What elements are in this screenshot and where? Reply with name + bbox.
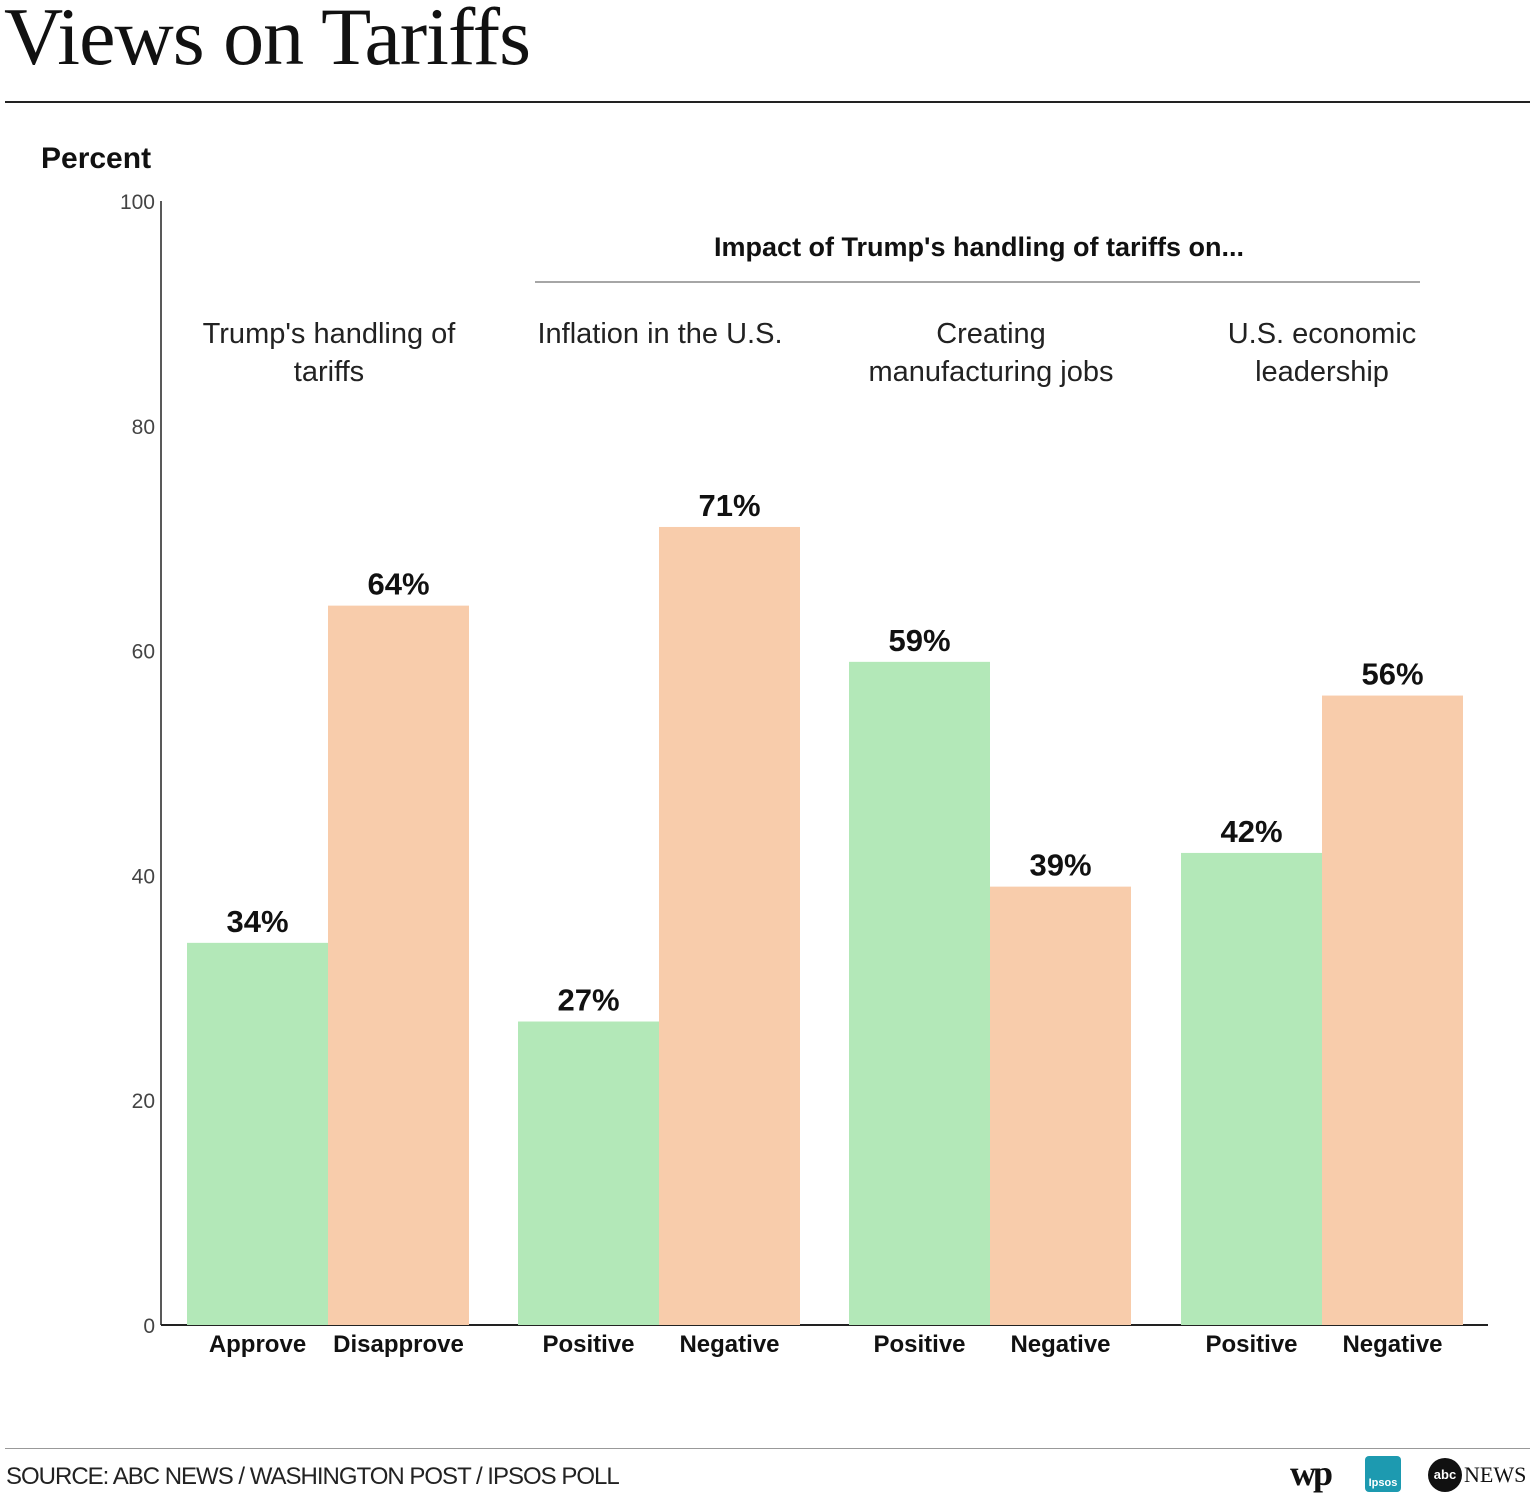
footer-divider — [5, 1448, 1530, 1449]
bar-value-label: 56% — [1361, 657, 1423, 692]
y-tick-label: 80 — [132, 416, 155, 439]
super-header-label: Impact of Trump's handling of tariffs on… — [714, 232, 1244, 262]
y-tick-label: 40 — [132, 865, 155, 888]
group-title: U.S. economic — [1228, 318, 1417, 350]
y-tick-label: 100 — [120, 191, 155, 214]
bar-positive — [849, 661, 990, 1325]
bar-value-label: 71% — [698, 488, 760, 523]
bar-value-label: 34% — [226, 904, 288, 939]
bar-value-label: 59% — [888, 623, 950, 658]
bar-negative — [328, 605, 469, 1325]
x-tick-label: Positive — [542, 1331, 634, 1358]
bar-value-label: 42% — [1220, 814, 1282, 849]
bar-value-label: 64% — [367, 567, 429, 602]
x-tick-label: Approve — [209, 1331, 306, 1358]
x-tick-label: Negative — [1010, 1331, 1110, 1358]
y-tick-label: 20 — [132, 1090, 155, 1113]
ipsos-logo: Ipsos — [1365, 1456, 1401, 1492]
y-tick-label: 60 — [132, 641, 155, 664]
abc-logo-mark: abc — [1428, 1458, 1462, 1492]
bar-chart: 0 20 40 60 80 100 Impact of Trump's handling o… — [120, 191, 1488, 1358]
bar-negative — [1322, 695, 1463, 1325]
abc-news-logo: abc NEWS — [1428, 1458, 1526, 1492]
x-tick-label: Positive — [1205, 1331, 1297, 1358]
chart-title: Views on Tariffs — [4, 0, 531, 82]
bar-positive — [518, 1021, 659, 1325]
bar-positive — [187, 942, 328, 1325]
group-title: manufacturing jobs — [868, 356, 1113, 388]
washington-post-logo: wp — [1290, 1453, 1333, 1493]
group-title: leadership — [1255, 356, 1389, 388]
x-tick-label: Negative — [679, 1331, 779, 1358]
title-divider — [5, 101, 1530, 103]
group-title: tariffs — [294, 356, 364, 388]
group-title: Trump's handling of — [203, 318, 457, 350]
source-note: SOURCE: ABC NEWS / WASHINGTON POST / IPS… — [6, 1463, 620, 1490]
abc-logo-text: NEWS — [1464, 1462, 1527, 1487]
group-title: Creating — [936, 318, 1046, 350]
bar-negative — [990, 886, 1131, 1325]
y-tick-label: 0 — [143, 1315, 155, 1338]
x-tick-label: Disapprove — [333, 1331, 464, 1358]
y-axis-label: Percent — [41, 142, 152, 175]
bar-value-label: 27% — [557, 983, 619, 1018]
bar-positive — [1181, 852, 1322, 1325]
x-tick-label: Negative — [1342, 1331, 1442, 1358]
bar-value-label: 39% — [1029, 848, 1091, 883]
bar-negative — [659, 526, 800, 1325]
group-title: Inflation in the U.S. — [537, 318, 782, 350]
x-tick-label: Positive — [873, 1331, 965, 1358]
